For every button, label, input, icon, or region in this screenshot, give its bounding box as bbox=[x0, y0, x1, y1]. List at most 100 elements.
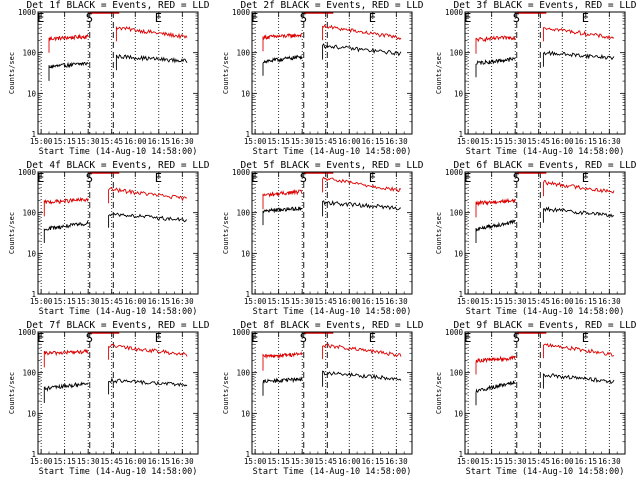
x-tick-label: 15:30 bbox=[504, 137, 527, 146]
lld-series-line bbox=[322, 343, 402, 360]
y-axis-label: Counts/sec bbox=[222, 52, 230, 94]
plot-frame bbox=[37, 331, 199, 455]
y-tick-label: 10 bbox=[454, 409, 464, 418]
y-tick-label: 100 bbox=[236, 369, 250, 378]
panel-title: Det 7f BLACK = Events, RED = LLD bbox=[26, 320, 209, 331]
x-tick-label: 15:30 bbox=[504, 457, 527, 466]
event-marker-label: E bbox=[369, 331, 376, 345]
x-tick-label: 16:15 bbox=[361, 297, 384, 306]
event-marker-label: E bbox=[582, 171, 589, 185]
panel-title: Det 9f BLACK = Events, RED = LLD bbox=[453, 320, 636, 331]
event-marker-label: E bbox=[37, 11, 44, 25]
x-tick-label: 15:15 bbox=[267, 457, 290, 466]
x-axis-label: Start Time (14-Aug-10 14:58:00) bbox=[253, 147, 412, 157]
y-tick-label: 1000 bbox=[445, 168, 464, 177]
y-tick-label: 1 bbox=[31, 130, 36, 139]
x-tick-label: 15:30 bbox=[77, 137, 100, 146]
lld-series-line bbox=[542, 180, 615, 197]
x-axis-label: Start Time (14-Aug-10 14:58:00) bbox=[253, 467, 412, 477]
x-tick-label: 16:00 bbox=[124, 457, 147, 466]
x-tick-label: 15:00 bbox=[244, 297, 267, 306]
y-tick-label: 100 bbox=[22, 49, 36, 58]
panel-title: Det 6f BLACK = Events, RED = LLD bbox=[453, 160, 636, 171]
y-tick-label: 100 bbox=[22, 369, 36, 378]
x-tick-label: 15:15 bbox=[267, 297, 290, 306]
events-series-line bbox=[475, 380, 516, 406]
lld-series-line bbox=[43, 196, 89, 217]
panel-title: Det 8f BLACK = Events, RED = LLD bbox=[240, 320, 423, 331]
panel-title: Det 1f BLACK = Events, RED = LLD bbox=[26, 0, 209, 11]
x-tick-label: 16:00 bbox=[338, 137, 361, 146]
y-axis-label: Counts/sec bbox=[8, 372, 16, 414]
event-marker-label: E bbox=[369, 11, 376, 25]
event-marker-label: E bbox=[582, 11, 589, 25]
events-series-line bbox=[262, 376, 303, 396]
x-axis-label: Start Time (14-Aug-10 14:58:00) bbox=[39, 147, 198, 157]
y-tick-label: 10 bbox=[454, 249, 464, 258]
y-tick-label: 10 bbox=[241, 89, 251, 98]
x-tick-label: 15:45 bbox=[314, 457, 337, 466]
x-tick-label: 16:30 bbox=[385, 457, 408, 466]
events-series-line bbox=[542, 373, 615, 389]
y-tick-label: 1000 bbox=[18, 168, 37, 177]
event-marker-label: E bbox=[251, 171, 258, 185]
event-marker-label: S bbox=[513, 171, 520, 185]
x-tick-label: 15:15 bbox=[53, 457, 76, 466]
x-tick-label: 15:45 bbox=[527, 457, 550, 466]
lld-series-line bbox=[322, 176, 402, 193]
x-tick-label: 15:00 bbox=[244, 137, 267, 146]
x-tick-label: 15:30 bbox=[291, 297, 314, 306]
x-tick-label: 16:30 bbox=[598, 137, 621, 146]
x-tick-label: 15:00 bbox=[30, 297, 53, 306]
x-axis-label: Start Time (14-Aug-10 14:58:00) bbox=[466, 307, 625, 317]
events-series-line bbox=[322, 370, 402, 387]
lld-series-line bbox=[322, 24, 402, 41]
event-marker-label: E bbox=[582, 331, 589, 345]
y-tick-label: 100 bbox=[449, 209, 463, 218]
y-tick-label: 1 bbox=[458, 450, 463, 459]
event-marker-label: E bbox=[464, 331, 471, 345]
x-axis-label: Start Time (14-Aug-10 14:58:00) bbox=[466, 467, 625, 477]
lld-series-line bbox=[262, 32, 303, 52]
x-tick-label: 15:45 bbox=[314, 297, 337, 306]
lld-series-line bbox=[542, 27, 615, 42]
y-tick-label: 10 bbox=[27, 89, 37, 98]
event-marker-label: S bbox=[513, 11, 520, 25]
x-tick-label: 15:15 bbox=[53, 137, 76, 146]
x-tick-label: 15:00 bbox=[457, 137, 480, 146]
x-tick-label: 16:15 bbox=[147, 137, 170, 146]
x-tick-label: 15:45 bbox=[527, 137, 550, 146]
panel-title: Det 2f BLACK = Events, RED = LLD bbox=[240, 0, 423, 11]
plot-frame bbox=[464, 331, 626, 455]
plot-frame bbox=[251, 331, 413, 455]
y-axis-label: Counts/sec bbox=[8, 212, 16, 254]
panel-title: Det 5f BLACK = Events, RED = LLD bbox=[240, 160, 423, 171]
x-tick-label: 16:15 bbox=[147, 297, 170, 306]
events-series-line bbox=[262, 54, 303, 76]
events-series-line bbox=[542, 50, 615, 67]
y-tick-label: 1000 bbox=[232, 8, 251, 17]
x-tick-label: 16:30 bbox=[598, 297, 621, 306]
plot-frame bbox=[464, 171, 626, 295]
event-marker-label: E bbox=[155, 171, 162, 185]
y-tick-label: 1000 bbox=[445, 8, 464, 17]
x-tick-label: 16:30 bbox=[171, 137, 194, 146]
x-tick-label: 16:00 bbox=[338, 297, 361, 306]
lld-series-line bbox=[108, 343, 188, 360]
event-marker-label: E bbox=[155, 11, 162, 25]
y-tick-label: 100 bbox=[236, 49, 250, 58]
event-marker-label: E bbox=[369, 171, 376, 185]
lld-series-line bbox=[542, 342, 615, 359]
x-tick-label: 15:30 bbox=[77, 457, 100, 466]
x-tick-label: 16:15 bbox=[361, 137, 384, 146]
event-marker-label: S bbox=[300, 11, 307, 25]
x-tick-label: 15:00 bbox=[457, 297, 480, 306]
y-tick-label: 1000 bbox=[232, 168, 251, 177]
x-tick-label: 15:45 bbox=[100, 457, 123, 466]
y-tick-label: 1 bbox=[245, 290, 250, 299]
